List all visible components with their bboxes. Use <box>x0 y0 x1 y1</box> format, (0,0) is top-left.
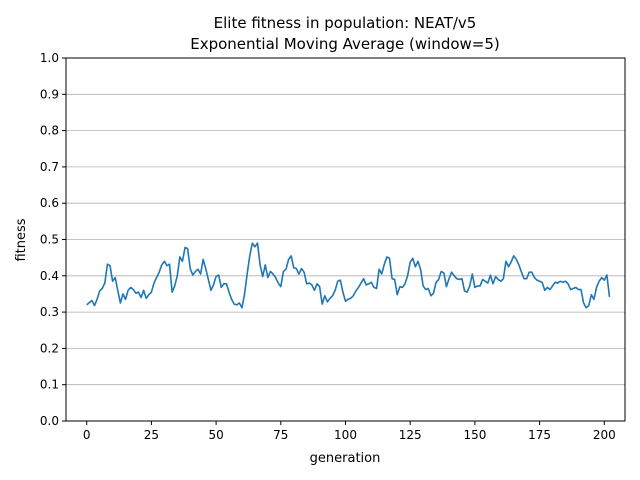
y-tick-label: 0.3 <box>40 305 59 319</box>
y-tick-label: 0.6 <box>40 196 59 210</box>
x-axis-ticks: 0 25 50 75 100 125 150 175 200 <box>83 421 616 442</box>
y-tick-label: 0.9 <box>40 87 59 101</box>
series-line <box>86 242 611 309</box>
x-tick-label: 100 <box>334 428 357 442</box>
x-tick-label: 200 <box>593 428 616 442</box>
y-tick-label: 0.7 <box>40 160 59 174</box>
x-tick-label: 150 <box>463 428 486 442</box>
x-axis-label: generation <box>310 451 381 466</box>
y-tick-label: 0.2 <box>40 341 59 355</box>
y-tick-label: 0.0 <box>40 414 59 428</box>
y-tick-label: 1.0 <box>40 51 59 65</box>
y-tick-label: 0.8 <box>40 124 59 138</box>
chart-title: Elite fitness in population: NEAT/v5 <box>214 14 477 32</box>
plot-frame <box>65 57 626 422</box>
chart-subtitle: Exponential Moving Average (window=5) <box>190 35 500 53</box>
y-tick-label: 0.4 <box>40 269 59 283</box>
y-axis-label: fitness <box>14 218 29 261</box>
x-tick-label: 50 <box>208 428 223 442</box>
y-tick-label: 0.5 <box>40 233 59 247</box>
x-tick-label: 0 <box>83 428 91 442</box>
x-tick-label: 75 <box>273 428 288 442</box>
x-tick-label: 25 <box>144 428 159 442</box>
x-tick-label: 125 <box>399 428 422 442</box>
y-axis-ticks: 0.0 0.1 0.2 0.3 0.4 0.5 0.6 0.7 0.8 0.9 1.0 <box>40 51 66 428</box>
series-layer <box>86 242 611 309</box>
y-tick-label: 0.1 <box>40 378 59 392</box>
x-tick-label: 175 <box>528 428 551 442</box>
